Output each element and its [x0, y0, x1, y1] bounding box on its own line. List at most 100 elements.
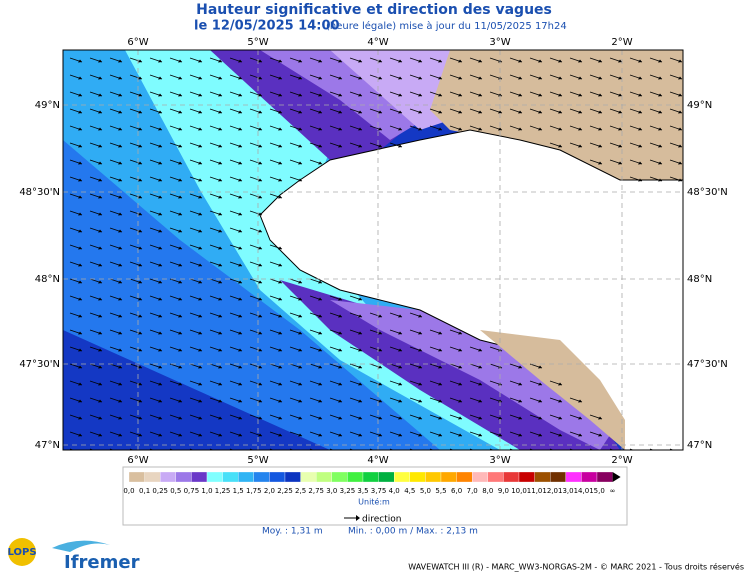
- wave-arrow-head: [118, 59, 122, 63]
- wave-arrow-head: [118, 229, 122, 233]
- wave-arrow-head: [478, 382, 482, 386]
- wave-arrow-head: [438, 331, 442, 335]
- wave-arrow-head: [198, 229, 202, 233]
- wave-arrow-head: [418, 93, 422, 97]
- wave-arrow-head: [198, 127, 202, 131]
- wave-arrow-head: [98, 416, 102, 420]
- wave-arrow-head: [218, 178, 222, 182]
- lon-label-top: 2°W: [611, 37, 632, 48]
- wave-arrow-head: [618, 59, 622, 63]
- wave-arrow-head: [78, 110, 82, 114]
- color-swatch: [206, 471, 223, 483]
- wave-arrow-head: [598, 416, 602, 420]
- wave-arrow-head: [238, 59, 242, 63]
- wave-arrow-head: [378, 433, 382, 437]
- wave-arrow-head: [398, 382, 402, 386]
- wave-arrow-head: [78, 76, 82, 80]
- wave-arrow-head: [178, 229, 182, 233]
- wave-arrow-head: [218, 348, 222, 352]
- wave-arrow-head: [278, 246, 282, 250]
- wave-arrow-head: [118, 382, 122, 386]
- wave-arrow-head: [218, 331, 222, 335]
- wave-arrow-head: [278, 382, 282, 386]
- wave-arrow-head: [278, 93, 282, 97]
- direction-arrow-head: [356, 515, 360, 521]
- wave-arrow-head: [398, 76, 402, 80]
- wave-arrow-head: [198, 246, 202, 250]
- lat-label-left: 47°30'N: [19, 359, 60, 370]
- lon-label-bottom: 6°W: [127, 455, 148, 466]
- color-swatch: [175, 471, 192, 483]
- wave-arrow-head: [298, 331, 302, 335]
- wave-arrow-head: [278, 297, 282, 301]
- wave-arrow-head: [238, 348, 242, 352]
- wave-arrow-head: [98, 178, 102, 182]
- wave-arrow-head: [98, 195, 102, 199]
- wave-arrow-head: [238, 229, 242, 233]
- wave-arrow-head: [198, 76, 202, 80]
- wave-arrow-head: [538, 110, 542, 114]
- wave-arrow-head: [458, 399, 462, 403]
- wave-arrow-head: [158, 280, 162, 284]
- scale-label: 8,0: [482, 487, 493, 495]
- wave-arrow-head: [238, 416, 242, 420]
- wave-arrow-head: [658, 144, 662, 148]
- wave-arrow-head: [238, 195, 242, 199]
- color-swatch: [425, 471, 442, 483]
- direction-arrows: [69, 57, 683, 450]
- wave-arrow-head: [678, 110, 682, 114]
- wave-arrow-head: [478, 59, 482, 63]
- wave-arrow-head: [618, 161, 622, 165]
- color-swatch: [222, 471, 239, 483]
- wave-arrow-head: [558, 110, 562, 114]
- scale-label: 1,25: [215, 487, 231, 495]
- wave-arrow-head: [278, 399, 282, 403]
- wave-arrow-head: [258, 229, 262, 233]
- wave-arrow-head: [178, 416, 182, 420]
- wave-arrow-head: [138, 382, 142, 386]
- wave-arrow-head: [218, 263, 222, 267]
- wave-arrow-head: [558, 399, 562, 403]
- wave-arrow-head: [238, 399, 242, 403]
- wave-arrow-head: [558, 127, 562, 131]
- wave-arrow-head: [158, 246, 162, 250]
- wave-arrow-head: [298, 297, 302, 301]
- color-swatch: [472, 471, 488, 483]
- wave-arrow-head: [218, 433, 222, 437]
- wave-arrow-head: [178, 382, 182, 386]
- wave-arrow-head: [178, 212, 182, 216]
- wave-arrow-head: [218, 144, 222, 148]
- lon-label-top: 3°W: [489, 37, 510, 48]
- wave-arrow-head: [138, 365, 142, 369]
- wave-arrow-head: [378, 144, 382, 148]
- wave-arrow-head: [218, 229, 222, 233]
- wave-arrow-head: [598, 433, 602, 437]
- wave-arrow-head: [98, 263, 102, 267]
- wave-arrow-head: [378, 110, 382, 114]
- wave-arrow-head: [458, 110, 462, 114]
- wave-arrow-head: [178, 399, 182, 403]
- wave-arrow-head: [358, 59, 362, 63]
- wave-arrow-head: [278, 144, 282, 148]
- wave-arrow-head: [158, 416, 162, 420]
- wave-arrow-head: [318, 76, 322, 80]
- wave-arrow-head: [98, 433, 102, 437]
- wave-arrow-head: [418, 314, 422, 318]
- wave-arrow-head: [178, 297, 182, 301]
- wave-arrow-head: [78, 144, 82, 148]
- scale-label: 3,25: [340, 487, 356, 495]
- scale-label: 15,0: [589, 487, 605, 495]
- wave-arrow-head: [158, 93, 162, 97]
- wave-arrow-head: [438, 93, 442, 97]
- wave-arrow-head: [598, 59, 602, 63]
- wave-arrow-head: [478, 399, 482, 403]
- wave-arrow-head: [138, 229, 142, 233]
- wave-arrow-head: [418, 348, 422, 352]
- lat-label-right: 48°30'N: [687, 187, 728, 198]
- wave-arrow-head: [278, 348, 282, 352]
- wave-arrow-head: [198, 433, 202, 437]
- color-swatch: [144, 471, 161, 483]
- wave-arrow-head: [318, 144, 322, 148]
- lat-label-left: 48°N: [35, 274, 60, 285]
- wave-arrow-head: [478, 365, 482, 369]
